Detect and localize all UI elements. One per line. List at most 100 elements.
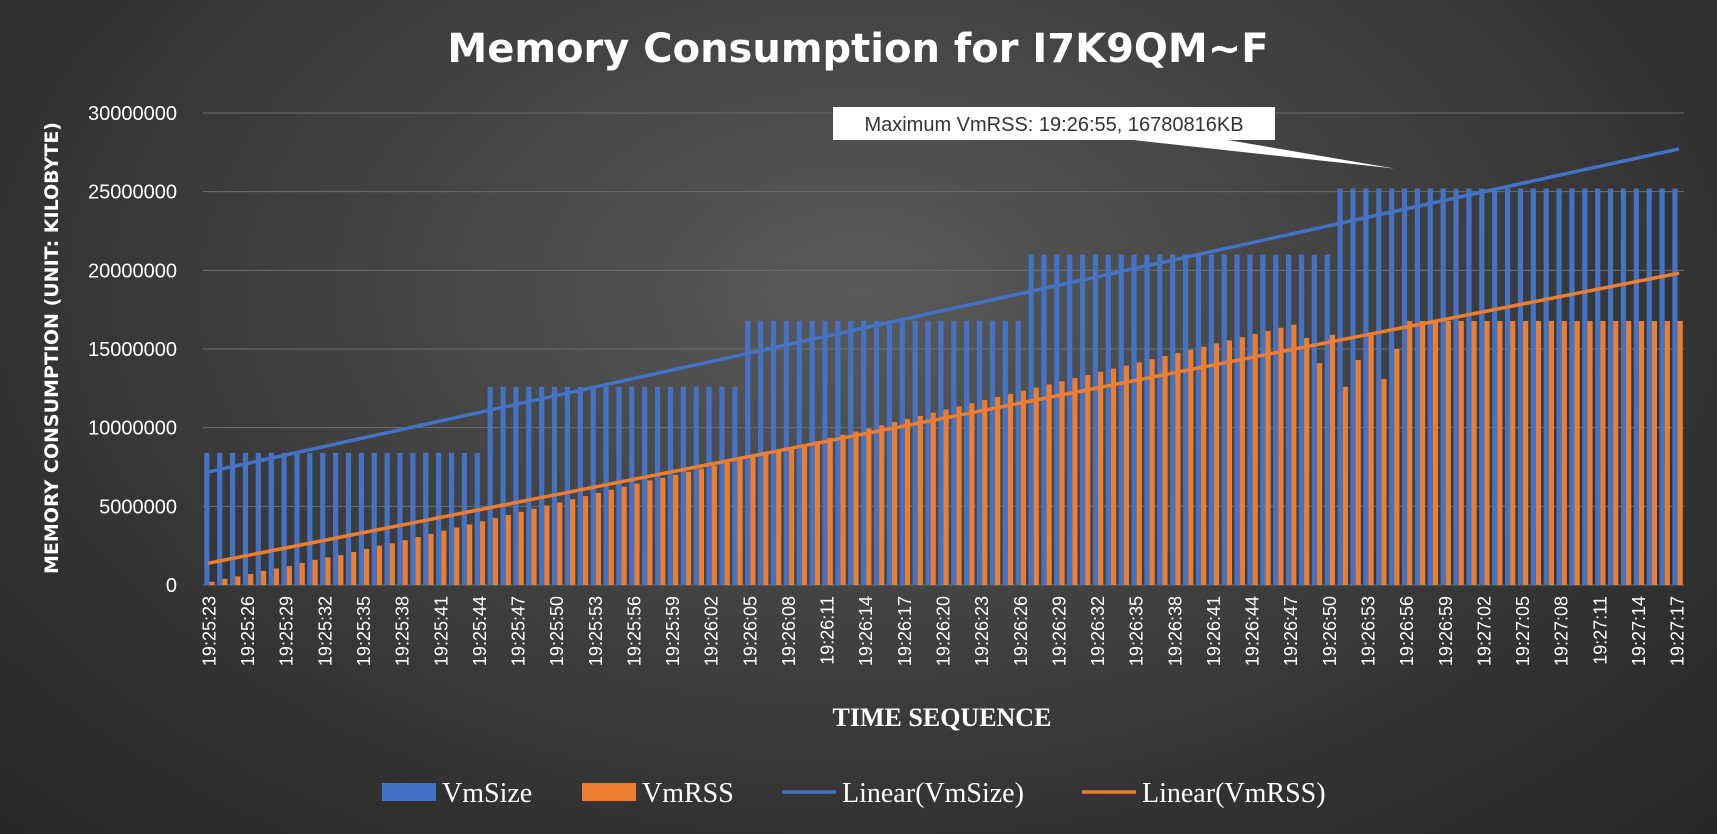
x-tick-label: 19:27:11 (1590, 596, 1610, 665)
x-tick-label: 19:27:08 (1552, 596, 1572, 666)
bar-vmrss (660, 478, 666, 585)
bar-vmsize (976, 320, 983, 585)
bar-vmrss (1664, 320, 1670, 585)
x-tick-label: 19:25:38 (393, 596, 413, 666)
x-tick-label: 19:26:47 (1281, 596, 1301, 666)
bar-vmrss (1432, 320, 1439, 585)
bar-vmsize (861, 320, 867, 585)
bar-vmrss (1600, 320, 1606, 585)
bar-vmsize (1530, 188, 1536, 585)
bar-vmrss (891, 422, 898, 585)
bar-vmsize (873, 320, 880, 585)
bar-vmsize (1389, 188, 1395, 585)
bar-vmrss (853, 431, 859, 585)
bar-vmrss (814, 441, 820, 585)
bar-vmsize (732, 386, 738, 585)
x-tick-label: 19:26:05 (740, 596, 760, 666)
bar-vmrss (1098, 371, 1104, 585)
bar-vmrss (415, 537, 421, 585)
bar-vmrss (1458, 320, 1464, 585)
bar-vmrss (363, 548, 370, 585)
x-tick-label: 19:25:26 (238, 596, 258, 666)
x-tick-label: 19:27:05 (1513, 596, 1533, 666)
bar-vmsize (1234, 254, 1240, 585)
bar-vmsize (1337, 188, 1343, 585)
x-tick-label: 19:27:02 (1474, 596, 1494, 666)
bar-vmsize (1517, 188, 1524, 585)
bar-vmrss (209, 581, 215, 585)
bar-vmrss (1188, 349, 1194, 585)
bar-vmrss (1304, 337, 1310, 585)
x-axis-ticks: 19:25:23 19:25:26 19:25:29 19:25:32 19:25:35… (199, 596, 1687, 666)
bar-vmrss (1651, 320, 1657, 585)
bar-vmsize (577, 386, 583, 585)
bar-vmsize (654, 386, 661, 585)
bar-vmrss (582, 496, 589, 585)
x-tick-label: 19:26:23 (972, 596, 992, 666)
legend-label: VmRSS (642, 778, 734, 809)
bar-vmrss (930, 412, 936, 585)
bar-vmrss (312, 559, 318, 585)
x-tick-label: 19:26:56 (1397, 596, 1417, 666)
bar-vmrss (1316, 363, 1323, 585)
bar-vmsize (1105, 254, 1111, 585)
bar-vmrss (454, 527, 460, 585)
bar-vmsize (706, 386, 712, 585)
bar-vmrss (1007, 393, 1014, 585)
y-tick-label: 10000000 (88, 418, 177, 440)
bar-vmrss (1265, 330, 1271, 585)
bar-vmsize (1028, 254, 1034, 585)
bar-vmsize (1607, 188, 1614, 585)
bar-vmsize (1582, 188, 1588, 585)
bar-vmrss (1484, 320, 1490, 585)
callout-label: Maximum VmRSS: 19:26:55, 16780816KB (864, 114, 1243, 136)
bar-vmrss (1213, 343, 1220, 585)
bar-vmsize (1466, 188, 1472, 585)
bar-vmrss (1394, 349, 1400, 585)
x-tick-label: 19:26:11 (818, 596, 838, 665)
bar-vmsize (951, 320, 957, 585)
bar-vmrss (724, 462, 730, 585)
bar-vmrss (1162, 356, 1168, 585)
x-tick-label: 19:26:17 (895, 596, 915, 666)
bar-vmsize (1273, 254, 1279, 585)
bar-vmsize (1376, 188, 1382, 585)
bar-vmsize (1067, 254, 1073, 585)
legend-label: VmSize (442, 778, 532, 809)
bar-vmsize (848, 320, 854, 585)
bar-vmrss (1497, 320, 1503, 585)
bar-vmsize (1144, 254, 1150, 585)
bar-vmrss (402, 540, 408, 585)
bar-vmrss (982, 400, 988, 585)
callout-pointer (1133, 140, 1395, 169)
bar-vmsize (783, 320, 789, 585)
bar-vmsize (796, 320, 802, 585)
bar-vmrss (647, 480, 653, 585)
bar-vmrss (904, 419, 911, 585)
bar-vmsize (268, 452, 274, 585)
legend-swatch (382, 783, 436, 801)
bar-vmsize (397, 452, 403, 585)
bar-vmrss (776, 450, 782, 585)
bar-vmsize (1195, 254, 1202, 585)
bar-vmrss (1342, 386, 1348, 585)
bar-vmsize (1311, 254, 1317, 585)
bar-vmsize (1414, 188, 1420, 585)
bar-vmsize (461, 452, 467, 585)
bar-vmrss (479, 521, 486, 585)
bar-vmsize (564, 386, 571, 585)
bar-vmrss (1471, 320, 1477, 585)
bar-vmrss (338, 555, 344, 585)
bar-vmsize (1041, 254, 1047, 585)
bar-vmsize (899, 320, 905, 585)
bar-vmsize (345, 452, 352, 585)
x-tick-label: 19:25:47 (509, 596, 529, 666)
bar-vmsize (526, 386, 532, 585)
bar-vmrss (1252, 334, 1258, 585)
bar-vmrss (235, 576, 241, 585)
bar-vmrss (1072, 378, 1078, 585)
bar-vmrss (544, 505, 550, 585)
x-tick-label: 19:27:17 (1668, 596, 1688, 666)
legend-label: Linear(VmRSS) (1142, 778, 1326, 809)
bar-vmrss (711, 465, 717, 585)
